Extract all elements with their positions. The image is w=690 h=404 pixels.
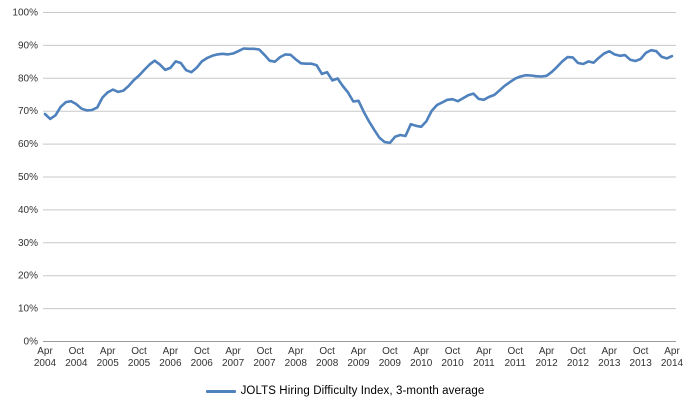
x-axis-label: 2013 bbox=[630, 358, 653, 369]
y-axis-label: 20% bbox=[18, 271, 38, 282]
y-axis-label: 50% bbox=[18, 172, 38, 183]
x-axis-label: 2008 bbox=[285, 358, 308, 369]
x-axis-label: 2011 bbox=[504, 358, 526, 369]
y-axis-label: 40% bbox=[18, 205, 38, 216]
x-axis-label: 2007 bbox=[222, 358, 245, 369]
x-axis-label: Apr bbox=[351, 346, 367, 357]
x-axis-label: Oct bbox=[382, 346, 398, 357]
x-axis-label: 2013 bbox=[598, 358, 621, 369]
x-axis-label: 2004 bbox=[34, 358, 57, 369]
x-axis-label: Oct bbox=[194, 346, 210, 357]
y-axis-label: 60% bbox=[18, 139, 38, 150]
y-axis-label: 10% bbox=[18, 304, 38, 315]
series-line bbox=[43, 47, 674, 145]
x-axis-label: 2012 bbox=[567, 358, 590, 369]
x-axis-label: 2010 bbox=[410, 358, 433, 369]
x-axis-label: 2009 bbox=[379, 358, 402, 369]
legend-label: JOLTS Hiring Difficulty Index, 3-month a… bbox=[240, 385, 485, 397]
x-axis-label: Oct bbox=[570, 346, 586, 357]
x-axis-label: 2014 bbox=[661, 358, 684, 369]
x-axis-label: 2004 bbox=[65, 358, 88, 369]
x-axis-label: Oct bbox=[507, 346, 523, 357]
x-axis-label: Oct bbox=[633, 346, 649, 357]
x-axis-label: 2008 bbox=[316, 358, 339, 369]
x-axis-label: Apr bbox=[288, 346, 304, 357]
x-axis-label: Oct bbox=[445, 346, 461, 357]
x-axis-label: 2006 bbox=[159, 358, 182, 369]
x-axis-label: 2005 bbox=[97, 358, 120, 369]
x-axis-label: Oct bbox=[131, 346, 147, 357]
legend-line-marker-icon bbox=[205, 389, 236, 393]
legend: JOLTS Hiring Difficulty Index, 3-month a… bbox=[0, 382, 690, 400]
x-axis-label: Apr bbox=[476, 346, 492, 357]
y-axis-label: 70% bbox=[18, 106, 38, 117]
x-axis-label: 2007 bbox=[253, 358, 276, 369]
x-axis-label: 2011 bbox=[473, 358, 495, 369]
x-axis-label: 2006 bbox=[191, 358, 214, 369]
x-axis-label: Oct bbox=[319, 346, 335, 357]
y-axis-label: 0% bbox=[24, 337, 39, 348]
y-axis-label: 90% bbox=[18, 40, 38, 51]
x-axis-label: Oct bbox=[257, 346, 273, 357]
x-axis-label: 2005 bbox=[128, 358, 151, 369]
x-axis-label: 2010 bbox=[441, 358, 464, 369]
x-axis-label: Apr bbox=[37, 346, 53, 357]
x-axis-label: Apr bbox=[664, 346, 680, 357]
y-axis-label: 100% bbox=[12, 8, 38, 19]
x-axis-label: Apr bbox=[413, 346, 429, 357]
x-axis-label: 2012 bbox=[535, 358, 558, 369]
x-axis-label: Apr bbox=[602, 346, 618, 357]
y-axis-label: 80% bbox=[18, 73, 38, 84]
x-axis-label: Apr bbox=[539, 346, 555, 357]
x-axis-label: Oct bbox=[69, 346, 85, 357]
x-axis-label: Apr bbox=[100, 346, 116, 357]
x-axis-label: Apr bbox=[163, 346, 179, 357]
x-axis-label: 2009 bbox=[347, 358, 370, 369]
y-axis-label: 30% bbox=[18, 238, 38, 249]
x-axis-label: Apr bbox=[225, 346, 241, 357]
